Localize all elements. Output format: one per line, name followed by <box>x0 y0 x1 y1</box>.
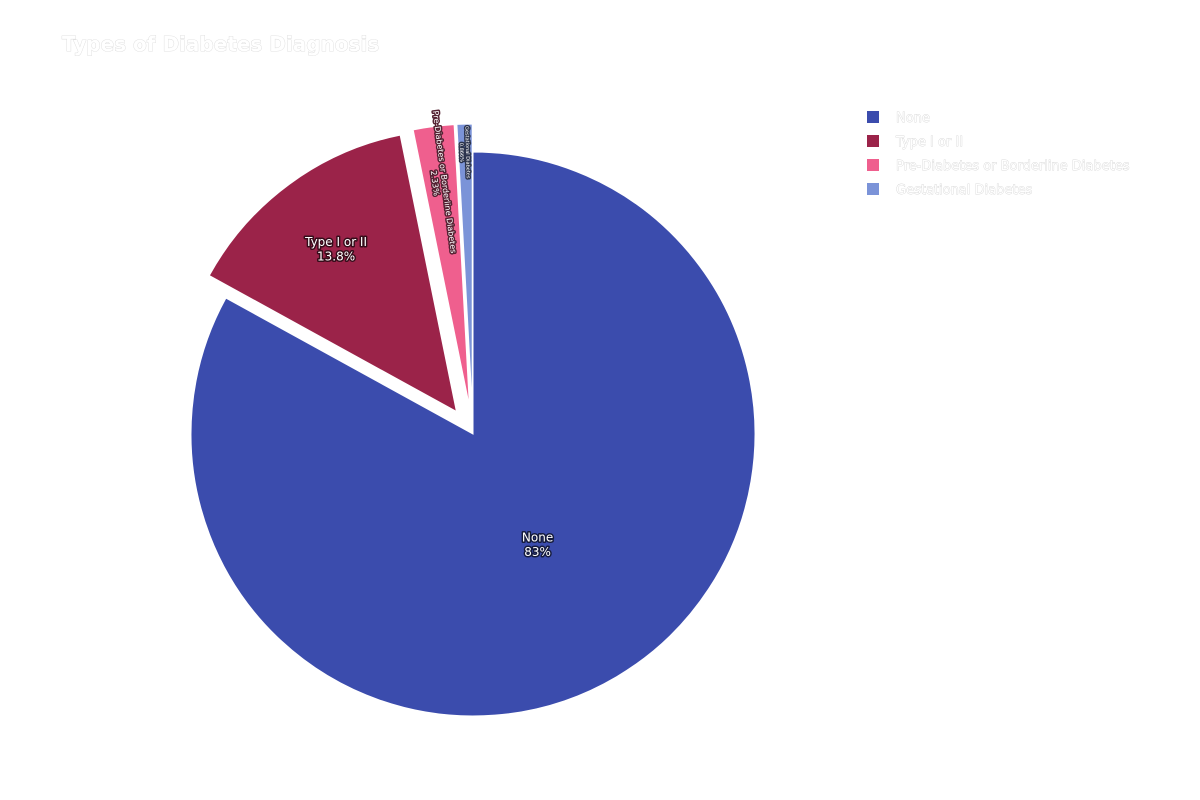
slice-label-none: None 83% <box>520 529 554 560</box>
chart-title: Types of Diabetes Diagnosis <box>62 32 379 56</box>
legend: None Type I or II Pre-Diabetes or Borderli… <box>867 111 1130 198</box>
legend-swatch-pre-diabetes-or-borderline-diabetes[interactable] <box>867 159 879 171</box>
pie-slice-pre-diabetes-or-borderline-diabetes[interactable] <box>412 124 470 407</box>
slice-label-category: Gestational Diabetes <box>463 126 470 179</box>
pie-slices <box>190 123 756 717</box>
legend-swatch-type-i-or-ii[interactable] <box>867 135 879 147</box>
slice-label-percent: 0.866% <box>458 143 465 162</box>
legend-label-gestational-diabetes[interactable]: Gestational Diabetes <box>896 183 1033 199</box>
legend-swatch-gestational-diabetes[interactable] <box>867 183 879 195</box>
slice-label-percent: 13.8% <box>317 250 355 264</box>
legend-label-none[interactable]: None <box>896 111 931 127</box>
slice-label-type-i-or-ii: Type I or II 13.8% <box>303 234 369 265</box>
slice-label-category: Type I or II <box>304 235 367 249</box>
slice-label-category: None <box>522 530 553 544</box>
pie-slice-type-i-or-ii[interactable] <box>208 134 458 413</box>
legend-label-type-i-or-ii[interactable]: Type I or II <box>895 135 964 151</box>
slice-label-gestational-diabetes: Gestational Diabetes0.866% <box>456 124 472 180</box>
pie-slice-gestational-diabetes[interactable] <box>456 123 473 407</box>
pie-slice-none[interactable] <box>190 151 756 717</box>
legend-label-pre-diabetes-or-borderline-diabetes[interactable]: Pre-Diabetes or Borderline Diabetes <box>896 159 1130 175</box>
slice-label-percent: 83% <box>524 545 551 559</box>
svg-text:Gestational Diabetes0.866%: Gestational Diabetes0.866% <box>457 126 470 179</box>
legend-swatch-none[interactable] <box>867 111 879 123</box>
